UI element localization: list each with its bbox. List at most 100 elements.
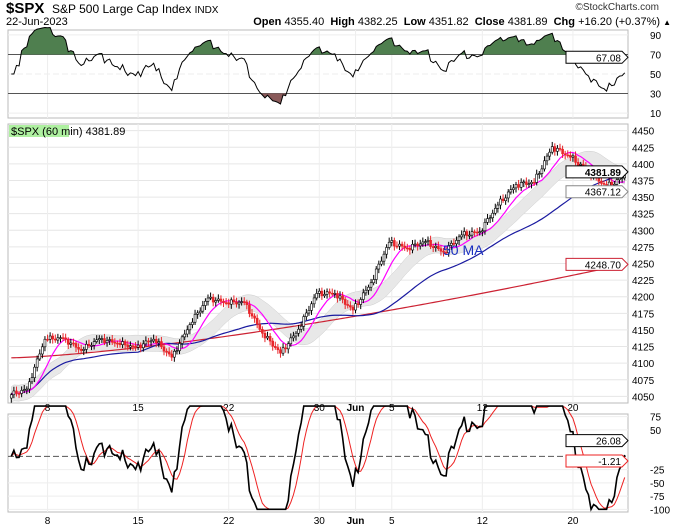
ohlc-readout: Open 4355.40 High 4382.25 Low 4351.82 Cl… <box>253 16 671 28</box>
price-tick-label: 4125 <box>632 343 655 354</box>
candle-body <box>261 329 264 334</box>
candle-body <box>460 234 463 238</box>
candle-body <box>387 241 391 248</box>
osc-tick-label: -75 <box>650 492 665 503</box>
candle-body <box>92 341 96 346</box>
time-tick-label: 8 <box>45 516 51 527</box>
time-tick-label: Jun <box>347 403 365 414</box>
candle-body <box>51 335 55 340</box>
candle-body <box>180 336 184 344</box>
rsi-last-label: 67.08 <box>596 53 621 64</box>
ma200-line <box>11 263 625 359</box>
candle-body <box>566 154 570 157</box>
price-tick-label: 4350 <box>632 193 655 204</box>
candle-body <box>160 341 163 348</box>
candle-body <box>79 348 83 351</box>
candle-body <box>297 328 300 334</box>
candle-body <box>431 246 435 248</box>
candle-body <box>250 313 254 317</box>
candle-body <box>279 349 282 354</box>
candle-body <box>380 260 383 265</box>
candle-body <box>483 222 487 232</box>
osc-tick-label: -25 <box>650 466 665 477</box>
rsi-line <box>11 26 626 105</box>
price-tick-label: 4375 <box>632 176 655 187</box>
candle-body <box>100 338 104 340</box>
candle-body <box>429 240 432 247</box>
candle-body <box>437 245 440 249</box>
candle-body <box>325 291 329 295</box>
candle-body <box>442 250 445 253</box>
ma200-last-label: 4248.70 <box>585 260 622 271</box>
chg-label: Chg <box>553 16 575 28</box>
candle-body <box>509 189 513 193</box>
price-tick-label: 4100 <box>632 359 655 370</box>
legend-swatch <box>9 125 69 137</box>
osc-tick-label: -50 <box>650 479 665 490</box>
candle-body <box>600 180 603 184</box>
candle-body <box>499 198 502 206</box>
bot-panel-frame <box>7 413 629 513</box>
candle-body <box>136 344 140 348</box>
candle-body <box>514 184 518 189</box>
candle-body <box>343 299 347 305</box>
candle-body <box>240 301 243 303</box>
candle-body <box>170 353 174 358</box>
candle-body <box>72 342 75 345</box>
symbol: $SPX <box>6 0 45 17</box>
candle-body <box>571 155 575 158</box>
low-value: 4351.82 <box>428 16 469 28</box>
candle-body <box>266 336 269 339</box>
candle-body <box>227 302 231 305</box>
candle-body <box>374 268 378 280</box>
candle-body <box>535 173 539 183</box>
candle-body <box>22 389 26 391</box>
close-last-label: 4381.89 <box>585 168 622 179</box>
candle-body <box>149 340 153 343</box>
candle-body <box>444 251 448 254</box>
candle-body <box>439 248 443 252</box>
candle-body <box>305 312 308 317</box>
candle-body <box>15 390 18 394</box>
candle-body <box>346 304 350 306</box>
candle-body <box>139 344 143 349</box>
candle-body <box>82 349 86 351</box>
candle-body <box>455 240 458 245</box>
time-tick-label: 30 <box>314 403 326 414</box>
candle-body <box>403 245 407 249</box>
candle-body <box>53 338 57 341</box>
low-label: Low <box>403 16 426 28</box>
candle-body <box>532 181 536 184</box>
osc-line <box>10 405 626 512</box>
candle-body <box>312 297 316 305</box>
candle-body <box>361 292 365 300</box>
candle-body <box>530 181 533 185</box>
time-tick-label: 20 <box>567 403 579 414</box>
candle-body <box>478 231 482 233</box>
candle-body <box>56 337 60 341</box>
candle-body <box>413 243 417 246</box>
candle-body <box>188 324 192 331</box>
candle-body <box>299 325 303 330</box>
candle-body <box>113 341 117 344</box>
candle-body <box>506 191 510 199</box>
candle-body <box>462 231 466 236</box>
candle-body <box>411 244 414 251</box>
up-arrow-icon: ▲ <box>663 18 671 27</box>
osc-last-label-box <box>565 434 629 448</box>
candle-body <box>41 346 44 355</box>
osc-tick-label: 50 <box>650 426 662 437</box>
candle-body <box>38 353 42 360</box>
candle-body <box>553 146 557 152</box>
candle-body <box>540 168 544 174</box>
candle-body <box>330 292 334 295</box>
candle-body <box>248 304 251 314</box>
candle-body <box>12 390 16 396</box>
candle-body <box>173 350 176 358</box>
candle-body <box>292 335 295 339</box>
osc-last-label: 26.08 <box>596 437 621 448</box>
envelope-band <box>11 150 625 404</box>
candle-body <box>20 390 23 394</box>
price-tick-label: 4250 <box>632 260 655 271</box>
